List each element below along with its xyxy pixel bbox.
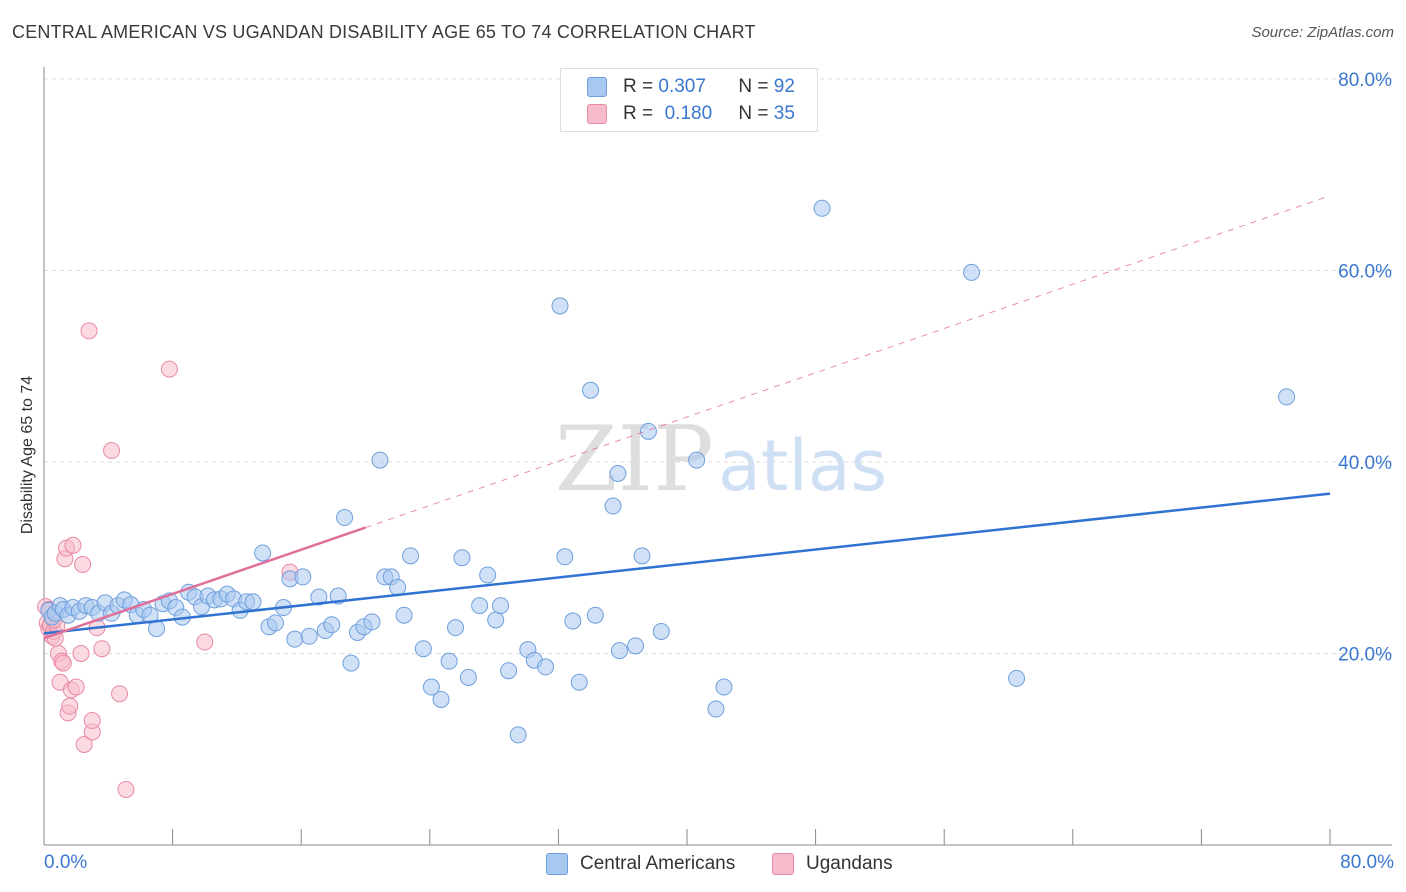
central-american-point (336, 509, 354, 527)
legend-n-value: 92 (773, 76, 795, 97)
bottom-legend-swatch-central (546, 853, 568, 875)
central-american-point (342, 654, 360, 672)
ugandan-point (75, 735, 93, 753)
central-american-point (323, 616, 341, 634)
y-tick-label: 20.0% (1338, 645, 1392, 666)
central-american-point (414, 640, 432, 658)
central-american-trend-line (43, 492, 1331, 635)
central-american-point (432, 690, 450, 708)
central-american-point (310, 588, 328, 606)
legend-n-label: N = (738, 103, 769, 124)
watermark-zip: ZIP (555, 407, 714, 512)
central-american-point (395, 606, 413, 624)
ugandan-point (61, 697, 79, 715)
central-american-point (402, 547, 420, 565)
central-american-point (633, 547, 651, 565)
ugandan-point (80, 322, 98, 340)
central-american-point (551, 297, 569, 315)
ugandan-point (74, 555, 92, 573)
central-american-point (422, 678, 440, 696)
ugandan-trend-line (43, 526, 366, 640)
central-american-point (509, 726, 527, 744)
ugandan-point (54, 654, 72, 672)
central-american-point (447, 619, 465, 637)
bottom-legend-central: Central Americans (546, 852, 735, 876)
central-american-point (652, 622, 670, 640)
chart-source: Source: ZipAtlas.com (1251, 24, 1394, 41)
central-american-point (440, 652, 458, 670)
x-tick-label-max: 80.0% (1340, 852, 1394, 873)
central-american-point (492, 597, 510, 615)
central-american-point (286, 630, 304, 648)
bottom-legend-ugandans: Ugandans (772, 852, 893, 876)
y-tick-label: 60.0% (1338, 262, 1392, 283)
legend-n-value: 35 (773, 103, 795, 124)
central-american-point (371, 451, 389, 469)
central-american-point (963, 263, 981, 281)
bottom-legend-label-central: Central Americans (580, 853, 736, 874)
central-american-point (570, 673, 588, 691)
central-american-point (300, 627, 318, 645)
central-american-point (537, 658, 555, 676)
central-american-point (1008, 669, 1026, 687)
central-american-point (471, 597, 489, 615)
legend-box: R = 0.307 N = 92 R = 0.180 N = 35 (560, 68, 818, 132)
ugandan-point (93, 640, 111, 658)
central-american-point (707, 700, 725, 718)
legend-r-value: 0.180 (664, 103, 713, 124)
legend-r-value: 0.307 (658, 76, 706, 97)
ugandan-point (103, 442, 121, 460)
legend-swatch-ugandans (587, 104, 607, 124)
central-american-point (266, 614, 284, 632)
y-tick-label: 80.0% (1338, 70, 1392, 91)
legend-row-central: R = 0.307 N = 92 (587, 75, 795, 99)
central-american-point (294, 568, 312, 586)
legend-n-label: N = (738, 76, 769, 97)
legend-swatch-central (587, 77, 607, 97)
central-american-point (604, 497, 622, 515)
central-american-point (610, 642, 628, 660)
ugandan-point (72, 645, 90, 662)
central-american-point (715, 678, 733, 696)
legend-row-ugandans: R = 0.180 N = 35 (587, 102, 795, 126)
ugandan-point (196, 633, 214, 651)
central-american-point (487, 611, 505, 629)
central-american-point (479, 566, 497, 584)
central-american-point (389, 578, 407, 596)
central-american-point (688, 451, 706, 469)
central-american-point (627, 637, 645, 655)
central-american-point (453, 549, 471, 567)
y-tick-label: 40.0% (1338, 453, 1392, 474)
central-american-point (254, 544, 272, 562)
central-american-point (564, 612, 582, 630)
ugandan-point (67, 678, 85, 696)
ugandan-point (83, 712, 101, 730)
legend-r-label: R = (623, 76, 654, 97)
bottom-legend-label-ugandans: Ugandans (806, 853, 893, 874)
ugandan-point (111, 685, 129, 703)
bottom-legend-swatch-ugandans (772, 853, 794, 875)
central-american-point (556, 548, 574, 566)
central-american-point (586, 606, 604, 624)
ugandan-trend-line-extension (365, 195, 1331, 529)
ugandan-point (160, 360, 178, 378)
central-american-point (459, 668, 477, 686)
central-american-point (244, 593, 262, 611)
central-american-point (609, 464, 627, 482)
chart-title: CENTRAL AMERICAN VS UGANDAN DISABILITY A… (12, 22, 756, 42)
ugandan-point (64, 536, 82, 554)
ugandan-point (117, 780, 135, 798)
central-american-point (639, 422, 657, 440)
central-american-point (1278, 388, 1296, 406)
central-american-point (582, 381, 600, 399)
central-american-point (813, 199, 831, 217)
watermark-atlas: atlas (718, 425, 887, 507)
central-american-point (500, 662, 518, 680)
legend-r-label: R = (623, 103, 654, 124)
x-tick-label-min: 0.0% (44, 852, 88, 873)
central-american-point (363, 613, 381, 631)
